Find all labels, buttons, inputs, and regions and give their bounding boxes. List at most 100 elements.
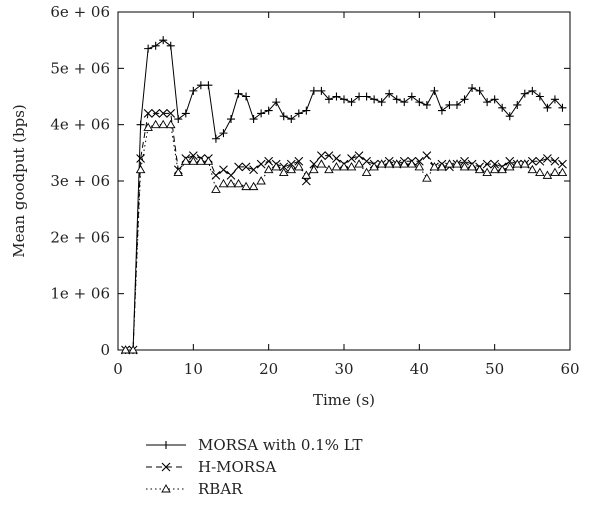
data-point-x [226,170,236,180]
data-point-triangle [369,162,379,171]
series-1 [121,109,567,355]
data-point-triangle [557,167,568,176]
data-point-plus [174,115,183,124]
data-point-plus [332,92,341,101]
data-point-x [286,159,296,169]
data-point-x [136,154,145,163]
data-point-triangle [535,167,545,176]
data-point-plus [234,89,243,98]
data-point-plus [279,112,288,121]
data-point-triangle [331,162,342,171]
data-point-triangle [128,345,138,354]
data-point-triangle [241,181,251,191]
y-tick-label: 5e + 06 [50,59,110,77]
data-point-plus [377,98,386,107]
data-point-plus [468,84,477,93]
data-point-triangle [504,162,515,171]
legend-label: MORSA with 0.1% LT [198,436,363,454]
data-point-triangle [211,184,221,193]
data-point-plus [162,441,170,449]
data-point-triangle [161,484,171,493]
data-point-triangle [550,167,560,176]
series-0 [121,36,567,354]
data-point-triangle [286,164,297,174]
data-point-plus [520,89,529,98]
data-point-plus [505,112,514,121]
data-point-plus [392,95,401,104]
data-point-plus [204,81,213,90]
data-point-triangle [218,178,229,188]
data-point-plus [324,95,333,104]
data-point-triangle [301,170,312,179]
data-point-triangle [233,178,244,188]
y-axis-ticks: 0 1e + 06 2e + 06 3e + 06 4e + 06 5e + 06 6e +… [50,3,570,359]
data-point-triangle [173,167,184,176]
data-point-x [166,109,176,118]
data-point-triangle [339,162,349,171]
data-point-plus [460,95,469,104]
data-point-x [161,462,171,472]
data-point-x [234,162,243,172]
data-point-plus [483,98,492,107]
data-point-plus [453,100,461,109]
data-point-triangle [474,164,485,174]
data-point-plus [513,100,522,109]
y-tick-label: 3e + 06 [50,172,110,190]
data-point-x [219,165,228,175]
data-point-triangle [452,159,462,168]
data-point-x [490,159,500,169]
data-point-plus [189,86,198,95]
data-point-x [414,156,424,166]
data-point-plus [543,103,552,112]
data-point-triangle [437,162,447,171]
data-point-x [505,156,515,166]
x-tick-label: 50 [485,360,504,378]
data-point-plus [287,115,296,124]
data-point-triangle [391,159,402,168]
data-point-x [294,156,304,166]
data-point-x [460,156,469,166]
legend-item: RBAR [146,480,243,498]
data-point-triangle [226,178,236,188]
data-point-plus [535,92,544,101]
y-tick-label: 6e + 06 [50,3,110,21]
data-point-triangle [399,159,410,168]
data-point-triangle [181,156,191,165]
series-2 [120,119,568,354]
data-point-triangle [309,164,319,174]
y-axis-title: Mean goodput (bps) [10,104,28,258]
data-point-plus [370,95,379,104]
data-point-plus [227,115,235,124]
data-point-triangle [324,164,334,174]
data-point-plus [385,89,394,98]
data-point-x [558,159,567,169]
data-point-plus [400,98,409,107]
data-point-x [249,165,258,175]
data-point-x [151,109,161,118]
y-tick-label: 1e + 06 [50,285,110,303]
data-point-triangle [196,156,206,165]
legend: MORSA with 0.1% LT H-MORSA RBAR [146,436,363,498]
x-axis-ticks: 0 10 20 30 40 50 60 [113,12,580,378]
data-point-triangle [263,164,274,174]
data-point-plus [181,109,190,118]
data-point-plus [415,98,424,107]
data-point-triangle [150,119,161,129]
data-point-plus [249,115,258,124]
series-line [125,39,563,351]
data-point-x [279,162,289,172]
x-tick-label: 10 [184,360,203,378]
data-point-x [347,154,356,163]
data-point-triangle [489,164,500,174]
data-point-plus [430,86,439,95]
data-point-triangle [527,164,538,174]
data-point-plus [272,98,281,107]
data-point-triangle [542,170,553,179]
data-point-x [482,159,492,169]
data-point-plus [166,41,175,50]
data-point-triangle [278,167,289,176]
data-point-plus [475,86,484,95]
data-point-triangle [376,159,387,168]
x-tick-label: 60 [560,360,579,378]
